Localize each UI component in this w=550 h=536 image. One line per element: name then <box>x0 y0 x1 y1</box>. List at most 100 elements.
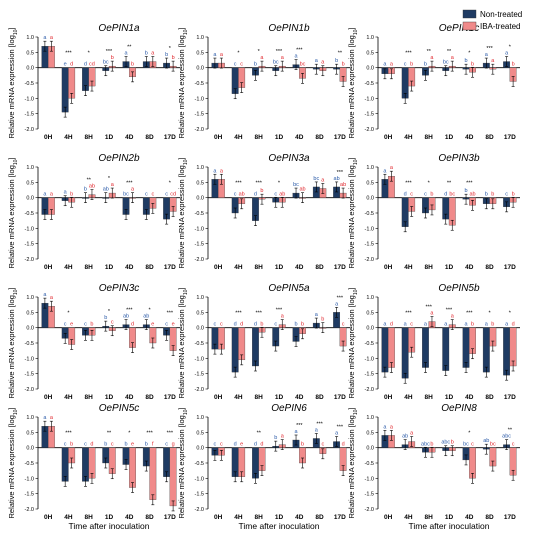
significance-letter: a <box>390 165 394 171</box>
significance-letter: a <box>505 322 509 328</box>
significance-letter: a <box>50 415 54 421</box>
y-tick-label: -0.5 <box>25 461 34 467</box>
x-tick-label: 0H <box>44 134 53 141</box>
significance-letter: a <box>335 431 339 437</box>
significance-letter: a <box>295 54 299 60</box>
significance-letter: ab <box>279 191 285 197</box>
significance-stars: ** <box>338 51 343 57</box>
x-tick-label: 1D <box>445 514 454 521</box>
y-tick-label: -1.0 <box>365 356 374 362</box>
y-tick-label: 1.0 <box>196 35 204 41</box>
panel-title: OePIN1c <box>439 23 480 34</box>
x-axis-title: Time after inoculation <box>69 521 150 531</box>
significance-letter: a <box>260 55 264 61</box>
x-tick-label: 0H <box>214 264 223 271</box>
y-tick-label: -2.0 <box>25 257 34 263</box>
significance-letter: c <box>64 322 67 328</box>
significance-letter: b <box>104 442 107 448</box>
significance-letter: b <box>254 62 257 68</box>
significance-letter: a <box>383 424 387 430</box>
significance-letter: b <box>104 315 107 321</box>
x-tick-label: 1D <box>275 514 284 521</box>
significance-letter: a <box>131 187 135 193</box>
x-tick-label: 8H <box>425 394 434 401</box>
significance-letter: a <box>383 168 387 174</box>
significance-letter: d <box>254 442 257 448</box>
x-tick-label: 4H <box>404 134 413 141</box>
significance-stars: *** <box>146 431 153 437</box>
significance-stars: * <box>509 45 512 51</box>
significance-letter: bc <box>103 60 109 66</box>
y-tick-label: 0.5 <box>366 180 374 186</box>
significance-letter: c <box>220 442 223 448</box>
x-tick-label: 1D <box>275 264 284 271</box>
y-tick-label: -2.0 <box>365 507 374 513</box>
significance-letter: c <box>234 192 237 198</box>
y-axis-label: Relative mRNA expression [log10] <box>7 407 19 518</box>
x-tick-label: 4H <box>404 514 413 521</box>
significance-stars: *** <box>466 181 473 187</box>
y-tick-label: 0.0 <box>26 66 34 72</box>
panel-title: OePIN5a <box>268 283 310 294</box>
significance-letter: bc <box>313 176 319 182</box>
x-tick-label: 0H <box>384 394 393 401</box>
significance-letter: d <box>131 322 134 328</box>
significance-letter: a <box>315 312 319 318</box>
significance-stars: * <box>468 51 471 57</box>
x-tick-label: 4D <box>465 394 474 401</box>
y-tick-label: -1.5 <box>25 372 34 378</box>
y-tick-label: 1.0 <box>366 35 374 41</box>
x-tick-label: 8H <box>255 134 264 141</box>
significance-letter: b <box>260 188 263 194</box>
legend: Non-treated IBA-treated <box>462 9 522 31</box>
significance-letter: b <box>125 442 128 448</box>
x-axis-title: Time after inoculation <box>239 521 320 531</box>
y-tick-label: -1.5 <box>365 112 374 118</box>
significance-letter: b <box>342 62 345 68</box>
significance-letter: a <box>451 55 455 61</box>
significance-letter: c <box>274 191 277 197</box>
y-tick-label: -1.5 <box>365 242 374 248</box>
significance-letter: c <box>274 322 277 328</box>
significance-letter: bc <box>449 192 455 198</box>
significance-letter: a <box>50 295 54 301</box>
significance-letter: b <box>70 442 73 448</box>
significance-stars: ** <box>257 431 262 437</box>
y-axis-label: Relative mRNA expression [log10] <box>177 157 189 268</box>
significance-letter: c <box>505 192 508 198</box>
x-tick-label: 4H <box>64 134 73 141</box>
x-tick-label: 0H <box>44 264 53 271</box>
significance-letter: b <box>131 62 134 68</box>
significance-letter: c <box>111 320 114 326</box>
x-tick-label: 4D <box>125 514 134 521</box>
significance-letter: ab <box>123 314 129 320</box>
significance-stars: *** <box>235 311 242 317</box>
x-tick-label: 1D <box>105 394 114 401</box>
significance-stars: * <box>88 51 91 57</box>
significance-stars: ** <box>447 181 452 187</box>
y-tick-label: 0.0 <box>366 66 374 72</box>
y-tick-label: 0.0 <box>196 196 204 202</box>
significance-letter: c <box>321 442 324 448</box>
y-axis-label: Relative mRNA expression [log10] <box>177 287 189 398</box>
x-tick-label: 8D <box>315 514 324 521</box>
significance-letter: a <box>151 51 155 57</box>
significance-stars: *** <box>337 170 344 176</box>
significance-stars: ** <box>427 49 432 55</box>
significance-letter: d <box>512 322 515 328</box>
panel-oepin1a: OePIN1a 1.0 0.5 0.0 -0.5 -1.0 -1.5 -2.0 Relative… <box>7 23 180 141</box>
significance-letter: a <box>281 434 285 440</box>
significance-letter: c <box>151 192 154 198</box>
y-tick-label: 0.0 <box>366 326 374 332</box>
significance-letter: b <box>145 51 148 57</box>
significance-letter: a <box>424 322 428 328</box>
y-tick-label: 0.5 <box>26 430 34 436</box>
y-axis-label: Relative mRNA expression [log10] <box>347 407 359 518</box>
significance-letter: b <box>70 191 73 197</box>
significance-stars: ** <box>447 49 452 55</box>
y-tick-label: -1.0 <box>25 356 34 362</box>
y-tick-label: -1.0 <box>365 96 374 102</box>
y-axis-label: Relative mRNA expression [log10] <box>347 157 359 268</box>
significance-letter: c <box>214 442 217 448</box>
y-tick-label: -2.0 <box>365 387 374 393</box>
